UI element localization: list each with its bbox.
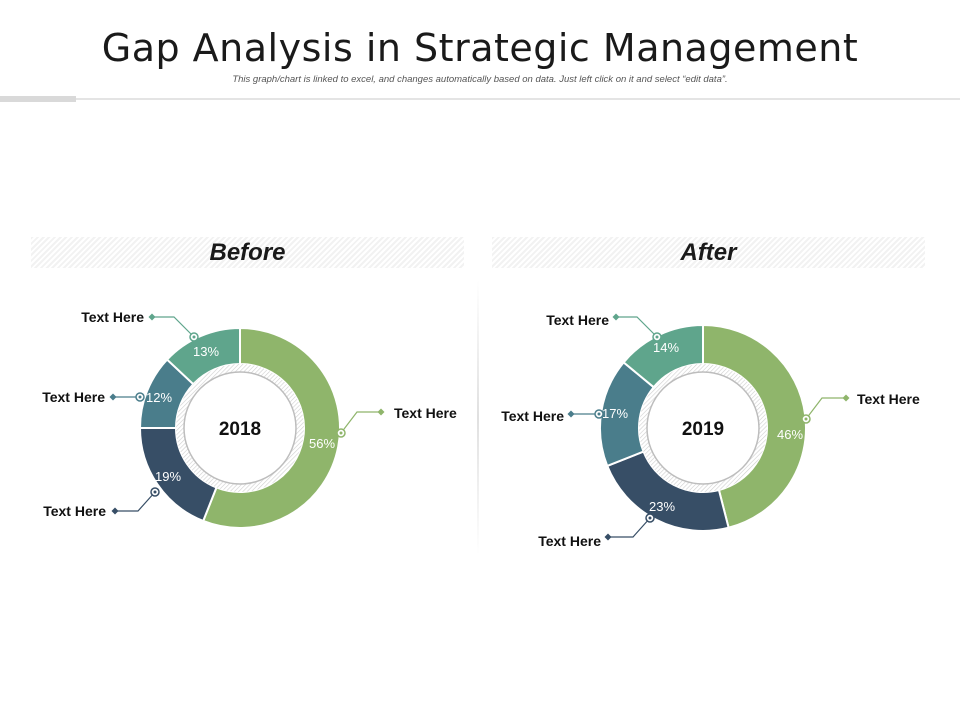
page-title: Gap Analysis in Strategic Management — [101, 26, 859, 70]
callout-dot-center — [138, 395, 142, 399]
panel-divider — [477, 280, 479, 555]
callout-dot-center — [648, 516, 652, 520]
center-year-label: 2018 — [219, 419, 261, 440]
panel-header-before: Before — [31, 237, 464, 268]
callout-dot-center — [804, 417, 808, 421]
callout-dot-center — [192, 335, 196, 339]
donut-chart-1: 2019 46% Text Here 23% Text Here 17% Text Here… — [501, 312, 920, 549]
legend-entry: Text Here — [546, 312, 609, 328]
page-subtitle: This graph/chart is linked to excel, and… — [232, 74, 728, 85]
legend-entry: Text Here — [81, 309, 144, 325]
callout-diamond — [377, 408, 385, 416]
data-label: 14% — [653, 340, 679, 355]
callout-dot-center — [153, 490, 157, 494]
data-label: 19% — [155, 469, 181, 484]
header-rule-accent — [0, 96, 76, 102]
legend-entry: Text Here — [394, 405, 457, 421]
center-year-label: 2019 — [682, 419, 724, 440]
callout-line — [340, 411, 381, 434]
header-rule — [0, 98, 960, 100]
callout-line — [152, 316, 195, 338]
callout-line — [616, 316, 658, 338]
data-label: 46% — [777, 427, 803, 442]
center-disc — [183, 371, 297, 485]
donut-chart-0: 2018 56% Text Here 19% Text Here 12% Text Here… — [42, 309, 457, 529]
data-label: 56% — [309, 436, 335, 451]
callout-dot-center — [597, 412, 601, 416]
callout-diamond — [604, 533, 612, 541]
legend-entry: Text Here — [42, 389, 105, 405]
center-disc — [646, 371, 760, 485]
data-label: 12% — [146, 390, 172, 405]
callout-dot-center — [339, 431, 343, 435]
callout-line — [115, 491, 156, 512]
data-label: 17% — [602, 406, 628, 421]
legend-entry: Text Here — [857, 391, 920, 407]
panel-header-after: After — [492, 237, 925, 268]
legend-entry: Text Here — [501, 408, 564, 424]
callout-diamond — [567, 410, 575, 418]
callout-diamond — [842, 394, 850, 402]
legend-entry: Text Here — [43, 503, 106, 519]
legend-entry: Text Here — [538, 533, 601, 549]
callout-line — [805, 397, 846, 420]
callout-diamond — [111, 507, 119, 515]
callout-diamond — [109, 393, 117, 401]
data-label: 23% — [649, 499, 675, 514]
callout-line — [608, 517, 651, 538]
callout-diamond — [612, 313, 620, 321]
data-label: 13% — [193, 344, 219, 359]
callout-diamond — [148, 313, 156, 321]
callout-dot-center — [655, 335, 659, 339]
